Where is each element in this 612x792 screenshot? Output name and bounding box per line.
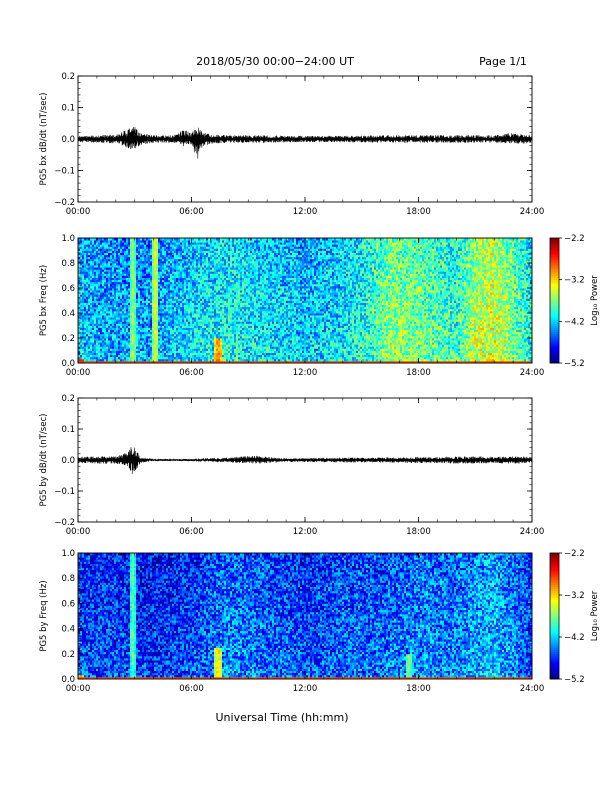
x-tick-label: 18:00 <box>406 207 431 217</box>
colorbar-tick-label: −3.2 <box>564 591 585 601</box>
x-tick-label: 12:00 <box>293 684 318 694</box>
figure-title: 2018/05/30 00:00−24:00 UT <box>196 55 354 68</box>
colorbar-label: Log₁₀ Power <box>590 590 600 641</box>
y-tick-label: 0.8 <box>61 574 75 584</box>
y-axis-label: PG5 by dB/dt (nT/sec) <box>39 414 49 507</box>
x-tick-label: 12:00 <box>293 368 318 378</box>
x-tick-label: 24:00 <box>520 684 545 694</box>
x-tick-label: 18:00 <box>406 368 431 378</box>
y-tick-label: 0.6 <box>61 599 75 609</box>
y-tick-label: 0.0 <box>61 135 75 145</box>
y-tick-label: 0.0 <box>61 456 75 466</box>
x-tick-label: 00:00 <box>66 684 91 694</box>
colorbar-label: Log₁₀ Power <box>590 275 600 326</box>
panel-bx-spectrogram: −2.2 −3.2 −4.2 −5.2 Log₁₀ Power 00:00 06:00 12:… <box>39 234 600 378</box>
y-tick-label: 0.2 <box>61 650 75 660</box>
colorbar-tick-label: −4.2 <box>564 317 585 327</box>
spectrogram-cells <box>78 553 532 679</box>
colorbar: −2.2 −3.2 −4.2 −5.2 Log₁₀ Power <box>550 234 600 369</box>
colorbar: −2.2 −3.2 −4.2 −5.2 Log₁₀ Power <box>550 549 600 685</box>
y-tick-label: 0.4 <box>61 309 75 319</box>
y-tick-label: 0.2 <box>61 72 75 82</box>
y-axis-label: PG5 bx Freq (Hz) <box>39 265 49 336</box>
x-tick-label: 06:00 <box>179 527 204 537</box>
y-tick-label: −0.1 <box>54 167 75 177</box>
colorbar-tick-label: −2.2 <box>564 234 585 244</box>
x-tick-label: 00:00 <box>66 527 91 537</box>
colorbar-tick-label: −2.2 <box>564 549 585 559</box>
x-tick-label: 18:00 <box>406 527 431 537</box>
panel-by-spectrogram: −2.2 −3.2 −4.2 −5.2 Log₁₀ Power 00:00 06:00 12:… <box>39 549 600 694</box>
spectrogram-cells <box>78 238 532 363</box>
x-tick-label: 18:00 <box>406 684 431 694</box>
y-axis-label: PG5 bx dB/dt (nT/sec) <box>39 93 49 186</box>
x-tick-label: 00:00 <box>66 207 91 217</box>
y-tick-label: 0.6 <box>61 284 75 294</box>
y-tick-label: 0.1 <box>61 425 75 435</box>
dbdt-trace <box>78 447 532 474</box>
y-tick-label: −0.2 <box>54 518 75 528</box>
y-tick-label: −0.2 <box>54 198 75 208</box>
x-tick-label: 24:00 <box>520 527 545 537</box>
y-tick-label: 0.8 <box>61 259 75 269</box>
y-tick-label: −0.1 <box>54 487 75 497</box>
y-tick-label: 0.0 <box>61 675 75 685</box>
y-axis-label: PG5 by Freq (Hz) <box>39 580 49 651</box>
x-tick-label: 00:00 <box>66 368 91 378</box>
y-tick-label: 0.0 <box>61 359 75 369</box>
x-tick-label: 06:00 <box>179 207 204 217</box>
colorbar-tick-label: −5.2 <box>564 675 585 685</box>
x-axis-label: Universal Time (hh:mm) <box>216 711 349 724</box>
colorbar-tick-label: −5.2 <box>564 359 585 369</box>
y-tick-label: 1.0 <box>61 234 75 244</box>
y-tick-label: 0.2 <box>61 394 75 404</box>
colorbar-tick-label: −3.2 <box>564 276 585 286</box>
x-tick-label: 06:00 <box>179 368 204 378</box>
panel-bx-dbdt: 00:00 06:00 12:00 18:00 24:00 0.2 0.1 0.0 −0.1 −0… <box>39 72 544 217</box>
x-tick-label: 24:00 <box>520 368 545 378</box>
y-tick-label: 1.0 <box>61 549 75 559</box>
y-tick-label: 0.1 <box>61 104 75 114</box>
panels: 00:00 06:00 12:00 18:00 24:00 0.2 0.1 0.0 −0.1 −0… <box>39 72 600 694</box>
panel-by-dbdt: 00:00 06:00 12:00 18:00 24:00 0.2 0.1 0.0 −0.1 −0… <box>39 394 544 537</box>
page-number: Page 1/1 <box>479 55 527 68</box>
colorbar-tick-label: −4.2 <box>564 633 585 643</box>
x-tick-label: 12:00 <box>293 207 318 217</box>
x-tick-label: 24:00 <box>520 207 545 217</box>
x-tick-label: 12:00 <box>293 527 318 537</box>
x-tick-label: 06:00 <box>179 684 204 694</box>
dbdt-trace <box>78 127 532 159</box>
y-tick-label: 0.4 <box>61 625 75 635</box>
y-tick-label: 0.2 <box>61 334 75 344</box>
